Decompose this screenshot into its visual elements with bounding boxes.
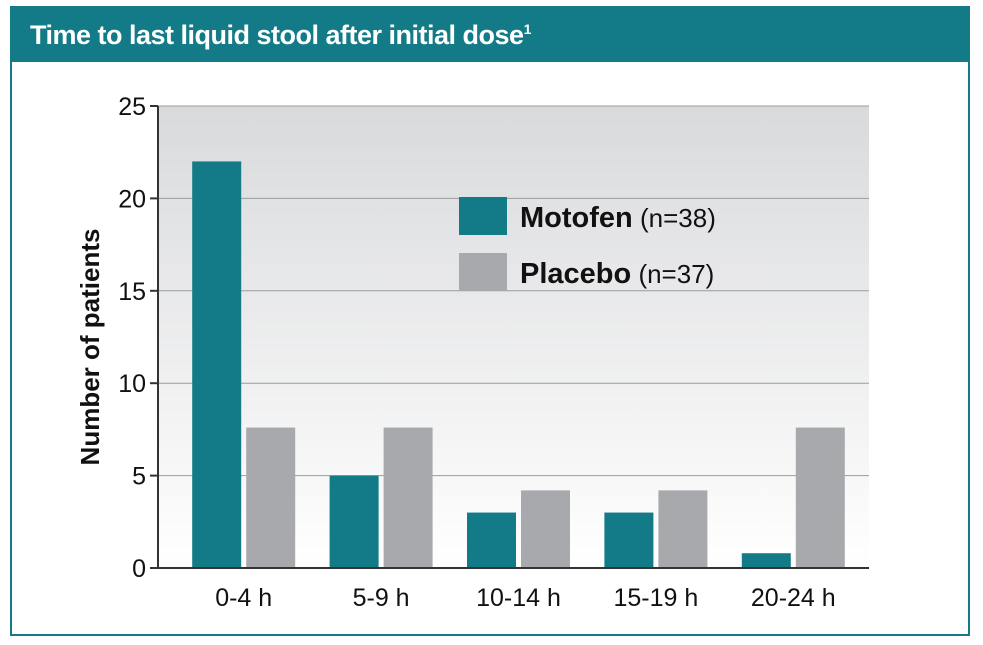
bar-placebo-1 bbox=[383, 427, 433, 568]
chart-title: Time to last liquid stool after initial … bbox=[30, 20, 531, 51]
y-tick-label: 20 bbox=[118, 185, 146, 213]
bar-placebo-2 bbox=[521, 490, 570, 568]
bars-group bbox=[192, 161, 845, 568]
bar-motofen-4 bbox=[741, 553, 791, 568]
legend: Motofen (n=38)Placebo (n=37) bbox=[459, 197, 716, 291]
bar-placebo-4 bbox=[795, 427, 845, 568]
legend-sample-size: (n=38) bbox=[633, 203, 716, 233]
tick-labels: 0 5 10 15 20 25 0-4 h 5-9 h 10-14 h 15-19 h 20-24 … bbox=[118, 93, 836, 612]
x-tick-label: 15-19 h bbox=[614, 584, 699, 612]
y-tick-label: 10 bbox=[118, 370, 146, 398]
legend-swatch-placebo bbox=[459, 253, 507, 291]
bar-placebo-3 bbox=[658, 490, 708, 568]
bar-motofen-1 bbox=[329, 475, 379, 568]
bar-motofen-0 bbox=[192, 161, 242, 568]
x-tick-label: 5-9 h bbox=[353, 584, 410, 612]
x-tick-label: 10-14 h bbox=[476, 584, 561, 612]
title-footnote: 1 bbox=[523, 21, 532, 37]
x-tick-label: 20-24 h bbox=[751, 584, 836, 612]
y-tick-label: 0 bbox=[132, 555, 146, 583]
y-tick-label: 15 bbox=[118, 278, 146, 306]
y-axis-label: Number of patients bbox=[75, 229, 105, 466]
bar-motofen-2 bbox=[467, 512, 516, 568]
legend-label-placebo: Placebo (n=37) bbox=[520, 258, 714, 290]
bar-motofen-3 bbox=[604, 512, 654, 568]
legend-label-motofen: Motofen (n=38) bbox=[520, 202, 716, 234]
axes-group bbox=[150, 105, 869, 569]
legend-series-name: Placebo bbox=[520, 258, 631, 290]
legend-series-name: Motofen bbox=[520, 202, 633, 234]
y-tick-label: 5 bbox=[132, 463, 146, 491]
y-tick-label: 25 bbox=[118, 93, 146, 121]
chart-title-text: Time to last liquid stool after initial … bbox=[30, 20, 524, 50]
bar-placebo-0 bbox=[246, 427, 296, 568]
legend-sample-size: (n=37) bbox=[631, 259, 714, 289]
chart-header: Time to last liquid stool after initial … bbox=[12, 8, 968, 62]
x-tick-label: 0-4 h bbox=[215, 584, 272, 612]
legend-swatch-motofen bbox=[459, 197, 507, 235]
